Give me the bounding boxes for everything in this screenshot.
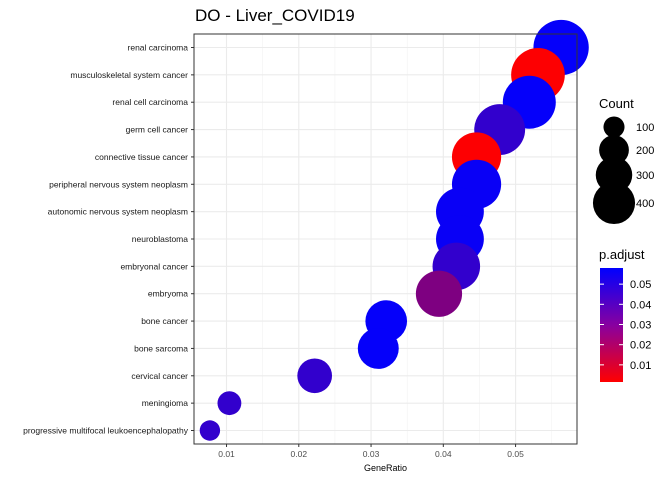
data-point [199,420,221,441]
size-legend-title: Count [599,96,634,111]
y-tick-label: autonomic nervous system neoplasm [48,207,188,217]
size-legend-label: 200 [636,145,654,157]
size-legend-dot [592,181,636,225]
y-tick-label: musculoskeletal system cancer [70,70,188,80]
data-point [217,391,242,416]
colorbar-tick-label: 0.05 [630,279,651,291]
x-tick-label: 0.05 [507,449,524,459]
x-tick-label: 0.02 [291,449,308,459]
color-legend-title: p.adjust [599,247,645,262]
y-tick-label: bone cancer [141,316,188,326]
x-tick-label: 0.01 [218,449,235,459]
y-tick-label: progressive multifocal leukoencephalopat… [23,426,189,436]
size-legend: Count 100 200 300 400 [592,96,654,225]
size-legend-dot [603,116,625,138]
y-tick-label: peripheral nervous system neoplasm [49,179,188,189]
y-axis-ticks: renal carcinoma musculoskeletal system ca… [23,43,194,436]
data-point [357,327,399,369]
data-points [199,19,589,441]
colorbar-tick-label: 0.02 [630,340,651,352]
size-legend-label: 100 [636,122,654,134]
y-tick-label: embryoma [148,289,188,299]
y-tick-label: cervical cancer [131,371,188,381]
x-axis-title: GeneRatio [364,463,407,473]
chart-title: DO - Liver_COVID19 [195,6,355,25]
y-tick-label: neuroblastoma [132,234,189,244]
color-legend-colorbar [600,268,623,382]
colorbar-tick-label: 0.03 [630,319,651,331]
y-tick-label: germ cell cancer [126,125,189,135]
y-tick-label: renal cell carcinoma [112,97,188,107]
colorbar-tick-label: 0.04 [630,299,651,311]
y-tick-label: bone sarcoma [134,343,188,353]
x-tick-label: 0.04 [435,449,452,459]
y-tick-label: renal carcinoma [128,43,189,53]
data-point [415,270,463,317]
x-axis-ticks: 0.01 0.02 0.03 0.04 0.05 [218,444,524,459]
size-legend-label: 400 [636,198,654,210]
x-tick-label: 0.03 [363,449,380,459]
y-tick-label: embryonal cancer [120,261,188,271]
y-tick-label: meningioma [142,398,189,408]
color-legend: p.adjust 0.05 0.04 0.03 0.02 0.01 [599,247,651,382]
y-tick-label: connective tissue cancer [95,152,188,162]
plot-panel-border [193,33,578,445]
size-legend-label: 300 [636,170,654,182]
colorbar-tick-label: 0.01 [630,360,651,372]
size-legend-dot [599,135,629,165]
data-point [297,358,333,394]
